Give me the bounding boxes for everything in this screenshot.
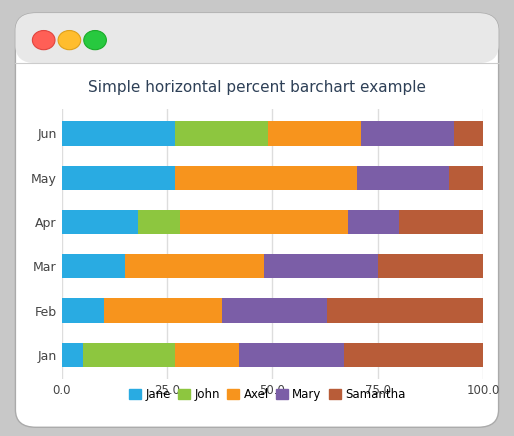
- Bar: [175, 121, 268, 146]
- Bar: [327, 298, 483, 323]
- Bar: [62, 121, 175, 146]
- Bar: [180, 210, 348, 234]
- FancyBboxPatch shape: [15, 13, 499, 427]
- Bar: [83, 343, 175, 367]
- Bar: [62, 343, 83, 367]
- Bar: [222, 298, 327, 323]
- Circle shape: [58, 31, 81, 50]
- Bar: [361, 121, 454, 146]
- Text: Simple horizontal percent barchart example: Simple horizontal percent barchart examp…: [88, 80, 426, 95]
- Circle shape: [32, 31, 55, 50]
- Bar: [62, 166, 175, 190]
- Circle shape: [84, 31, 106, 50]
- Bar: [138, 210, 180, 234]
- Bar: [175, 343, 238, 367]
- Bar: [238, 343, 344, 367]
- Bar: [104, 298, 222, 323]
- Legend: Jane, John, Axel, Mary, Samantha: Jane, John, Axel, Mary, Samantha: [124, 384, 410, 406]
- Bar: [454, 121, 483, 146]
- Bar: [399, 210, 483, 234]
- Bar: [125, 254, 264, 279]
- Bar: [62, 298, 104, 323]
- Bar: [62, 254, 125, 279]
- Bar: [175, 166, 357, 190]
- Bar: [268, 121, 361, 146]
- Bar: [378, 254, 483, 279]
- Bar: [62, 210, 138, 234]
- Bar: [449, 166, 483, 190]
- FancyBboxPatch shape: [15, 13, 499, 63]
- Bar: [264, 254, 378, 279]
- Bar: [344, 343, 483, 367]
- Bar: [357, 166, 449, 190]
- Bar: [348, 210, 399, 234]
